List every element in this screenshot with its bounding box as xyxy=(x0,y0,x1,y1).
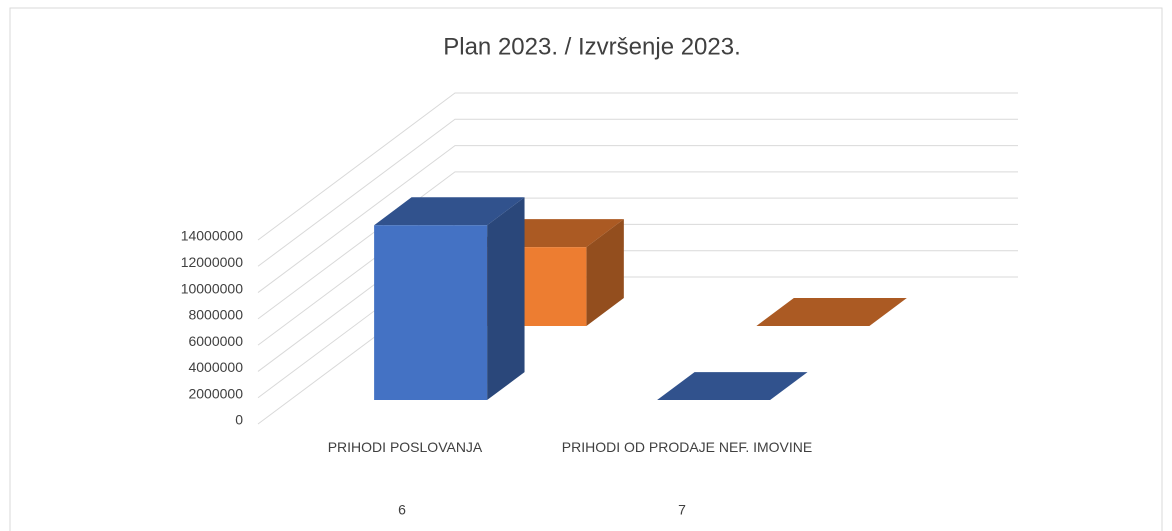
bar xyxy=(657,372,808,401)
grid-line xyxy=(257,92,1018,241)
y-tick-label: 14000000 xyxy=(181,228,244,244)
bar-side xyxy=(487,197,525,401)
x-tick-label: PRIHODI OD PRODAJE NEF. IMOVINE xyxy=(561,439,813,455)
grid-line xyxy=(257,145,1018,293)
y-tick-label: 10000000 xyxy=(181,280,244,296)
bar-side xyxy=(586,219,624,326)
x-group-label: 6 xyxy=(398,502,406,518)
chart-title: Plan 2023. / Izvršenje 2023. xyxy=(443,33,741,60)
y-tick-label: 12000000 xyxy=(181,254,244,270)
grid-line xyxy=(257,118,1018,267)
x-tick-label: PRIHODI POSLOVANJA xyxy=(327,439,483,455)
x-group-label: 7 xyxy=(678,502,686,518)
bar xyxy=(756,298,907,326)
y-tick-label: 0 xyxy=(235,412,243,428)
bar-front xyxy=(374,225,488,401)
bar-top xyxy=(374,197,525,226)
y-tick-label: 4000000 xyxy=(188,359,243,375)
grid-line xyxy=(257,171,1018,320)
y-tick-label: 2000000 xyxy=(188,385,243,401)
bar-top xyxy=(756,298,907,326)
bar-top xyxy=(657,372,808,401)
y-tick-label: 8000000 xyxy=(188,307,243,323)
bar xyxy=(374,197,525,401)
y-tick-label: 6000000 xyxy=(188,333,243,349)
